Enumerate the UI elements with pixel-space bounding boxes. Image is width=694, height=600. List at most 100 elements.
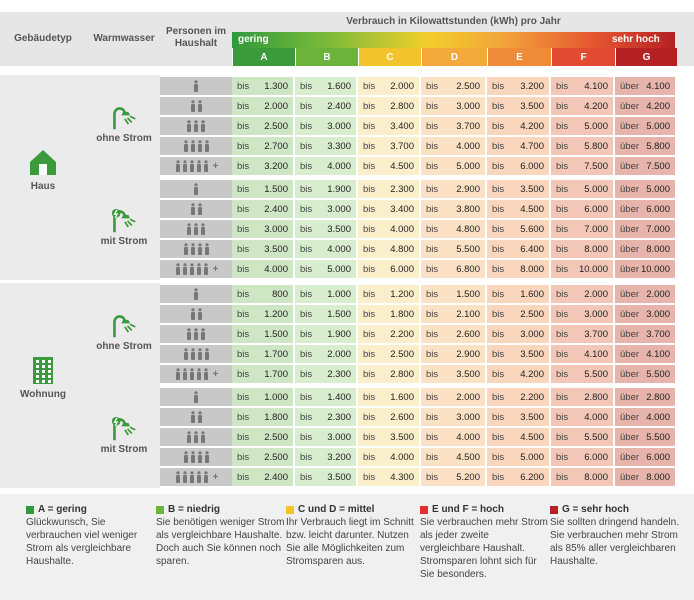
person-icon bbox=[197, 308, 203, 320]
value-prefix: bis bbox=[300, 263, 313, 275]
value-prefix: bis bbox=[492, 308, 505, 320]
value-prefix: über bbox=[620, 243, 640, 255]
value-prefix: bis bbox=[556, 160, 569, 172]
value-cell-g: über 7.500 bbox=[615, 157, 675, 175]
person-icon bbox=[183, 140, 189, 152]
value-cell-f: bis 5.500 bbox=[551, 365, 613, 383]
person-icon bbox=[197, 411, 203, 423]
value-prefix: bis bbox=[300, 451, 313, 463]
electric-shower-icon bbox=[111, 208, 137, 234]
value-number: 7.000 bbox=[646, 223, 670, 235]
person-icon bbox=[189, 471, 195, 483]
value-cell-b: bis 3.500 bbox=[295, 468, 356, 486]
value-number: 2.800 bbox=[646, 391, 670, 403]
value-prefix: bis bbox=[426, 80, 439, 92]
value-cell-d: bis 5.500 bbox=[421, 240, 485, 258]
value-prefix: bis bbox=[556, 411, 569, 423]
value-number: 2.500 bbox=[390, 348, 414, 360]
value-prefix: über bbox=[620, 368, 640, 380]
value-number: 5.600 bbox=[520, 223, 544, 235]
table-row: bis 2.400 bis 3.000 bis 3.400 bis 3.800 bis 4.500… bbox=[160, 200, 675, 218]
value-number: 1.700 bbox=[264, 348, 288, 360]
value-cell-e: bis 1.600 bbox=[487, 285, 549, 303]
value-number: 3.500 bbox=[456, 368, 480, 380]
value-cell-b: bis 2.300 bbox=[295, 408, 356, 426]
value-prefix: bis bbox=[300, 431, 313, 443]
value-prefix: bis bbox=[237, 243, 250, 255]
value-cell-c: bis 1.800 bbox=[358, 305, 419, 323]
value-prefix: bis bbox=[426, 263, 439, 275]
value-number: 5.800 bbox=[646, 140, 670, 152]
value-cell-d: bis 3.000 bbox=[421, 97, 485, 115]
value-cell-b: bis 1.900 bbox=[295, 180, 356, 198]
persons-cell: + bbox=[160, 365, 232, 383]
person-icon bbox=[189, 263, 195, 275]
value-number: 2.500 bbox=[264, 120, 288, 132]
value-number: 5.500 bbox=[584, 368, 608, 380]
value-prefix: über bbox=[620, 328, 640, 340]
value-number: 4.500 bbox=[520, 203, 544, 215]
value-number: 4.000 bbox=[264, 263, 288, 275]
value-cell-f: bis 7.000 bbox=[551, 220, 613, 238]
value-prefix: bis bbox=[237, 431, 250, 443]
value-prefix: bis bbox=[556, 288, 569, 300]
class-header-g: G bbox=[615, 48, 677, 66]
table-row: + bis 3.200 bis 4.000 bis 4.500 bis 5.000 bis 6.00… bbox=[160, 157, 675, 175]
value-prefix: bis bbox=[556, 263, 569, 275]
hot-water-label: mit Strom bbox=[100, 236, 148, 247]
persons-cell bbox=[160, 448, 232, 466]
value-prefix: bis bbox=[426, 471, 439, 483]
value-prefix: bis bbox=[300, 100, 313, 112]
value-number: 3.400 bbox=[390, 120, 414, 132]
class-header-c: C bbox=[358, 48, 421, 66]
value-cell-a: bis 2.400 bbox=[232, 200, 293, 218]
value-number: 3.000 bbox=[264, 223, 288, 235]
persons-cell bbox=[160, 77, 232, 95]
persons-cell bbox=[160, 180, 232, 198]
value-prefix: bis bbox=[237, 368, 250, 380]
person-icon bbox=[203, 160, 209, 172]
value-number: 1.500 bbox=[264, 328, 288, 340]
value-number: 3.000 bbox=[584, 308, 608, 320]
value-number: 7.000 bbox=[584, 223, 608, 235]
value-cell-a: bis 800 bbox=[232, 285, 293, 303]
section-background bbox=[0, 75, 160, 280]
value-number: 4.000 bbox=[584, 411, 608, 423]
value-number: 2.200 bbox=[520, 391, 544, 403]
value-number: 2.800 bbox=[584, 391, 608, 403]
person-icon bbox=[190, 308, 196, 320]
value-number: 4.500 bbox=[456, 451, 480, 463]
legend-title: A = gering bbox=[26, 503, 156, 516]
value-cell-b: bis 3.500 bbox=[295, 220, 356, 238]
value-prefix: bis bbox=[300, 411, 313, 423]
value-prefix: bis bbox=[492, 391, 505, 403]
value-prefix: über bbox=[620, 431, 640, 443]
value-number: 5.000 bbox=[646, 120, 670, 132]
value-number: 6.400 bbox=[520, 243, 544, 255]
building-type-label: Wohnung bbox=[20, 389, 66, 400]
value-cell-f: bis 4.100 bbox=[551, 345, 613, 363]
value-number: 2.900 bbox=[456, 183, 480, 195]
value-cell-c: bis 2.200 bbox=[358, 325, 419, 343]
persons-cell bbox=[160, 428, 232, 446]
value-number: 1.900 bbox=[327, 183, 351, 195]
value-number: 3.000 bbox=[327, 431, 351, 443]
person-icon bbox=[203, 263, 209, 275]
value-number: 5.500 bbox=[646, 431, 670, 443]
hot-water-label: mit Strom bbox=[100, 444, 148, 455]
value-prefix: bis bbox=[300, 348, 313, 360]
value-prefix: bis bbox=[237, 100, 250, 112]
value-cell-a: bis 1.800 bbox=[232, 408, 293, 426]
value-cell-f: bis 4.100 bbox=[551, 77, 613, 95]
legend-item: B = niedrig Sie benötigen weniger Strom a… bbox=[156, 503, 286, 568]
value-number: 1.400 bbox=[327, 391, 351, 403]
value-cell-b: bis 5.000 bbox=[295, 260, 356, 278]
person-icon bbox=[196, 263, 202, 275]
person-icon bbox=[183, 451, 189, 463]
value-prefix: bis bbox=[556, 391, 569, 403]
value-cell-g: über 4.100 bbox=[615, 77, 675, 95]
value-prefix: bis bbox=[237, 223, 250, 235]
person-icon bbox=[193, 120, 199, 132]
value-number: 1.600 bbox=[327, 80, 351, 92]
value-cell-c: bis 3.700 bbox=[358, 137, 419, 155]
